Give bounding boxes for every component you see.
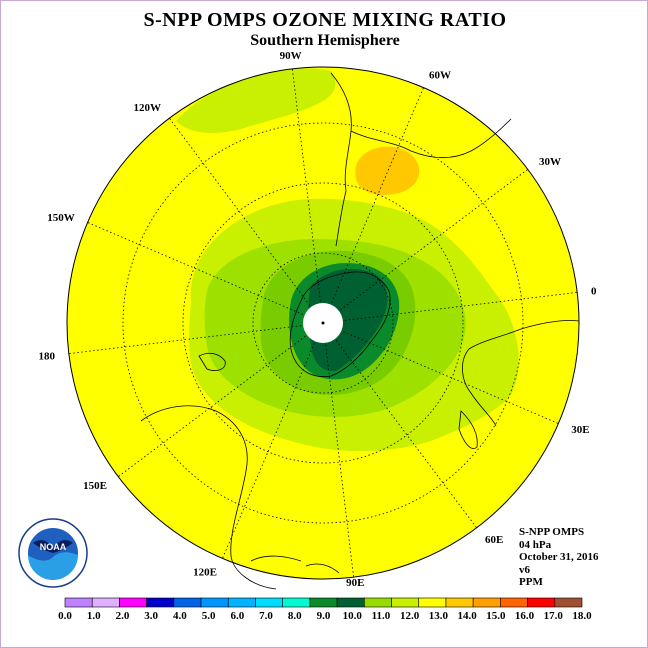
meridian-line [169,117,311,306]
field-region-14 [355,146,420,195]
colorbar-tick-label: 15.0 [486,610,506,622]
colorbar-swatch [282,597,311,608]
longitude-label: 150E [83,480,107,492]
coastline-africa [462,320,580,427]
coastline-antarctica [289,271,391,378]
longitude-label: 60W [429,70,451,82]
longitude-label: 90E [346,577,364,589]
longitude-label: 90W [280,50,302,62]
meridian-line [87,222,303,315]
colorbar-tick-label: 14.0 [457,610,477,622]
meridian-line [291,68,321,302]
colorbar-tick-label: 9.0 [317,610,331,622]
colorbar-tick-label: 3.0 [144,610,158,622]
meridian-line [68,325,302,355]
colorbar-swatch [227,597,256,608]
page-title: S-NPP OMPS OZONE MIXING RATIO [143,9,507,31]
colorbar-swatch [119,597,147,608]
colorbar-tick-label: 0.0 [58,610,72,622]
colorbar-swatch [64,597,93,608]
meridian-line [117,335,306,477]
colorbar-swatch [146,597,175,608]
meridian-line [340,169,529,311]
info-line: 04 hPa [519,538,552,551]
colorbar-swatch [173,597,202,608]
meridian-line [344,291,578,321]
colorbar-swatch [527,597,556,608]
meridian-line [325,344,355,578]
field-region-8 [308,269,388,372]
latitude-circle [252,252,394,394]
colorbar-swatch [255,597,283,608]
info-line: PPM [519,576,543,588]
colorbar-tick-label: 8.0 [288,610,302,622]
polar-map: 90W 60W 30W 0 30E 60E 90E 120E 150E 180 150W 120W [38,50,597,590]
page-subtitle: Southern Hemisphere [250,32,400,49]
colorbar-swatch [500,597,528,608]
product-info: S-NPP OMPS 04 hPa October 31, 2016 v6 PP… [519,526,599,589]
longitude-label: 120W [133,102,161,114]
colorbar-tick-label: 11.0 [372,610,391,622]
colorbar-swatch [472,597,501,608]
colorbar-swatch [554,597,583,608]
info-line: S-NPP OMPS [519,526,585,538]
longitude-label: 0 [591,286,597,298]
colorbar-swatch [309,597,338,608]
coastline-indonesia [250,555,340,574]
colorbar-tick-label: 17.0 [544,610,564,622]
coastlines [140,72,580,590]
colorbar-tick-label: 18.0 [572,610,592,622]
south-pole-marker [321,321,325,325]
longitude-label: 60E [485,534,503,546]
coastline-madagascar [458,410,478,449]
latitude-circle [122,122,524,524]
longitude-label: 30W [539,156,561,168]
colorbar: 0.0 1.0 2.0 3.0 4.0 5.0 6.0 7.0 8.0 9.0 10.0 11.0 12… [58,597,592,622]
colorbar-swatch [364,597,392,608]
colorbar-tick-label: 7.0 [259,610,273,622]
colorbar-tick-label: 5.0 [202,610,216,622]
ozone-field [176,68,519,452]
field-region-12-north [176,68,336,133]
meridian-line [343,331,559,424]
graticule [68,68,578,578]
info-line: October 31, 2016 [519,551,599,563]
longitude-label: 120E [193,566,217,578]
coastline-australia [140,405,277,590]
colorbar-swatch [445,597,474,608]
meridian-line [335,340,477,529]
colorbar-swatch [391,597,420,608]
longitude-label: 180 [38,350,55,362]
colorbar-tick-label: 16.0 [515,610,535,622]
colorbar-tick-label: 10.0 [343,610,363,622]
info-line: v6 [519,563,530,576]
colorbar-tick-label: 1.0 [87,610,101,622]
colorbar-tick-label: 13.0 [429,610,449,622]
colorbar-tick-label: 12.0 [400,610,420,622]
coastline-new-zealand [198,352,226,371]
colorbar-swatch [336,597,365,608]
meridian-line [222,343,315,559]
coastline-south-america [330,72,512,247]
longitude-label: 30E [571,424,589,436]
map-disc-border [66,66,580,580]
longitude-label: 150W [47,212,75,224]
logo-label: NOAA [40,542,67,552]
colorbar-swatch [418,597,447,608]
colorbar-tick-label: 6.0 [230,610,244,622]
colorbar-tick-label: 2.0 [116,610,130,622]
meridian-line [331,87,424,303]
latitude-circle [182,182,464,464]
longitude-labels: 90W 60W 30W 0 30E 60E 90E 120E 150E 180 150W 120W [38,50,597,589]
colorbar-swatch [200,597,229,608]
colorbar-swatch [91,597,120,608]
noaa-logo: NOAA [18,518,88,588]
colorbar-tick-label: 4.0 [173,610,187,622]
